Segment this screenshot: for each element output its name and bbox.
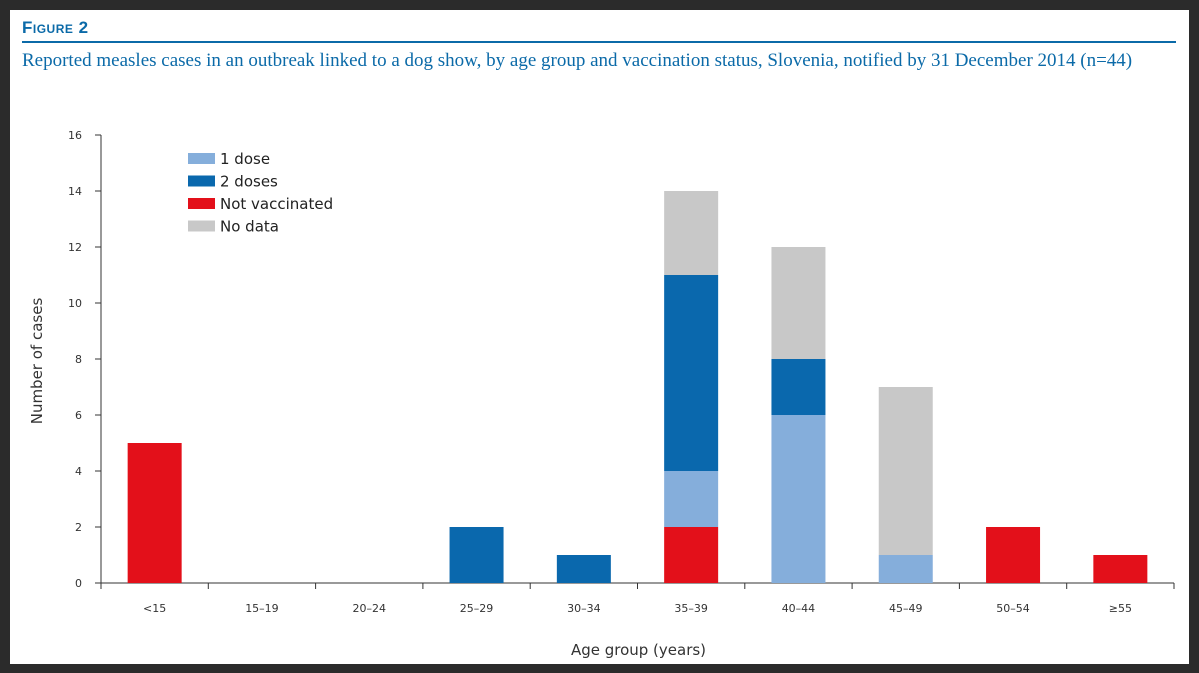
title-rule (22, 41, 1176, 43)
bar-2-doses-4 (556, 555, 611, 583)
bar-no-data-6 (771, 247, 826, 359)
figure-label: Figure 2 (22, 18, 89, 37)
legend-swatch-no-data (188, 220, 215, 232)
y-tick-label: 12 (68, 241, 82, 254)
bar-2-doses-6 (771, 359, 826, 415)
legend-swatch-2-doses (188, 175, 215, 187)
x-axis-title: Age group (years) (571, 641, 706, 659)
bar-not-vaccinated-0 (127, 443, 182, 583)
x-tick-label: 15–19 (245, 602, 279, 615)
bar-2-doses-3 (449, 527, 504, 583)
x-tick-label: <15 (143, 602, 166, 615)
bar-1-dose-7 (878, 555, 933, 583)
bar-2-doses-5 (664, 275, 719, 471)
legend-label-not-vaccinated: Not vaccinated (220, 195, 333, 213)
bar-not-vaccinated-9 (1093, 555, 1148, 583)
bar-not-vaccinated-8 (986, 527, 1041, 583)
x-tick-label: 25–29 (460, 602, 494, 615)
y-tick-label: 2 (75, 521, 82, 534)
chart-title: Reported measles cases in an outbreak li… (22, 50, 1133, 71)
x-tick-label: 35–39 (674, 602, 708, 615)
y-tick-label: 10 (68, 297, 82, 310)
y-tick-label: 16 (68, 129, 82, 142)
x-tick-label: 20–24 (353, 602, 387, 615)
bar-1-dose-6 (771, 415, 826, 583)
bar-no-data-5 (664, 191, 719, 275)
legend-label-2-doses: 2 doses (220, 173, 278, 191)
legend-swatch-not-vaccinated (188, 198, 215, 209)
legend-label-no-data: No data (220, 218, 279, 236)
bar-1-dose-5 (664, 471, 719, 527)
y-tick-label: 6 (75, 409, 82, 422)
x-tick-label: ≥55 (1109, 602, 1132, 615)
y-tick-label: 14 (68, 185, 82, 198)
x-tick-label: 30–34 (567, 602, 601, 615)
y-axis-title: Number of cases (28, 298, 46, 425)
bar-no-data-7 (878, 387, 933, 555)
x-tick-label: 50–54 (996, 602, 1030, 615)
x-tick-label: 45–49 (889, 602, 923, 615)
y-tick-label: 8 (75, 353, 82, 366)
legend-swatch-1-dose (188, 153, 215, 164)
x-tick-label: 40–44 (782, 602, 816, 615)
y-tick-label: 0 (75, 577, 82, 590)
legend-label-1-dose: 1 dose (220, 150, 270, 168)
y-tick-label: 4 (75, 465, 82, 478)
bar-not-vaccinated-5 (664, 527, 719, 583)
